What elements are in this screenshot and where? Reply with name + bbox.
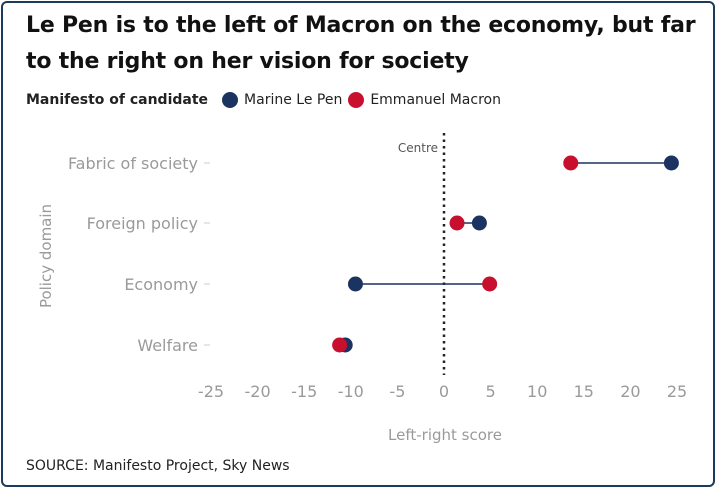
y-axis-title-group: Policy domain — [37, 204, 55, 308]
x-tick-label: 20 — [620, 382, 640, 401]
legend-title: Manifesto of candidate — [26, 92, 209, 108]
x-tick-label: -5 — [389, 382, 405, 401]
x-tick-label: 0 — [439, 382, 449, 401]
points-layer — [332, 155, 679, 353]
category-label: Fabric of society — [68, 154, 198, 173]
legend-label-macron: Emmanuel Macron — [370, 92, 501, 108]
category-label: Welfare — [137, 336, 198, 355]
centre-label: Centre — [398, 141, 438, 155]
category-label: Economy — [124, 275, 198, 294]
legend-swatch-macron — [348, 92, 365, 108]
legend-item-le-pen: Marine Le Pen — [222, 92, 342, 108]
point-marine-le-pen — [347, 276, 363, 292]
chart-title: Le Pen is to the left of Macron on the e… — [26, 13, 696, 74]
legend-swatch-le-pen — [222, 92, 239, 108]
point-emmanuel-macron — [563, 155, 579, 171]
category-label: Foreign policy — [87, 214, 198, 233]
legend-item-macron: Emmanuel Macron — [348, 92, 501, 108]
connector-layer — [339, 162, 672, 346]
point-emmanuel-macron — [332, 337, 348, 353]
point-emmanuel-macron — [482, 276, 498, 292]
point-emmanuel-macron — [449, 215, 465, 231]
source-note: SOURCE: Manifesto Project, Sky News — [26, 458, 290, 474]
x-tick-label: -15 — [291, 382, 317, 401]
legend: Manifesto of candidate Marine Le Pen Emm… — [26, 89, 507, 111]
y-axis-title: Policy domain — [37, 204, 55, 308]
x-tick-label: -10 — [338, 382, 364, 401]
legend-label-le-pen: Marine Le Pen — [244, 92, 343, 108]
x-tick-label: -20 — [245, 382, 271, 401]
x-tick-label: 25 — [667, 382, 687, 401]
point-marine-le-pen — [663, 155, 679, 171]
point-marine-le-pen — [471, 215, 487, 231]
x-tick-label: 5 — [486, 382, 496, 401]
x-tick-label: 10 — [527, 382, 547, 401]
axes-layer: -25 -20 -15 -10 -5 0 5 10 15 20 25 Fabric of societ… — [68, 133, 687, 401]
x-axis-title: Left-right score — [388, 426, 502, 444]
x-tick-label: -25 — [198, 382, 224, 401]
x-tick-label: 15 — [574, 382, 594, 401]
